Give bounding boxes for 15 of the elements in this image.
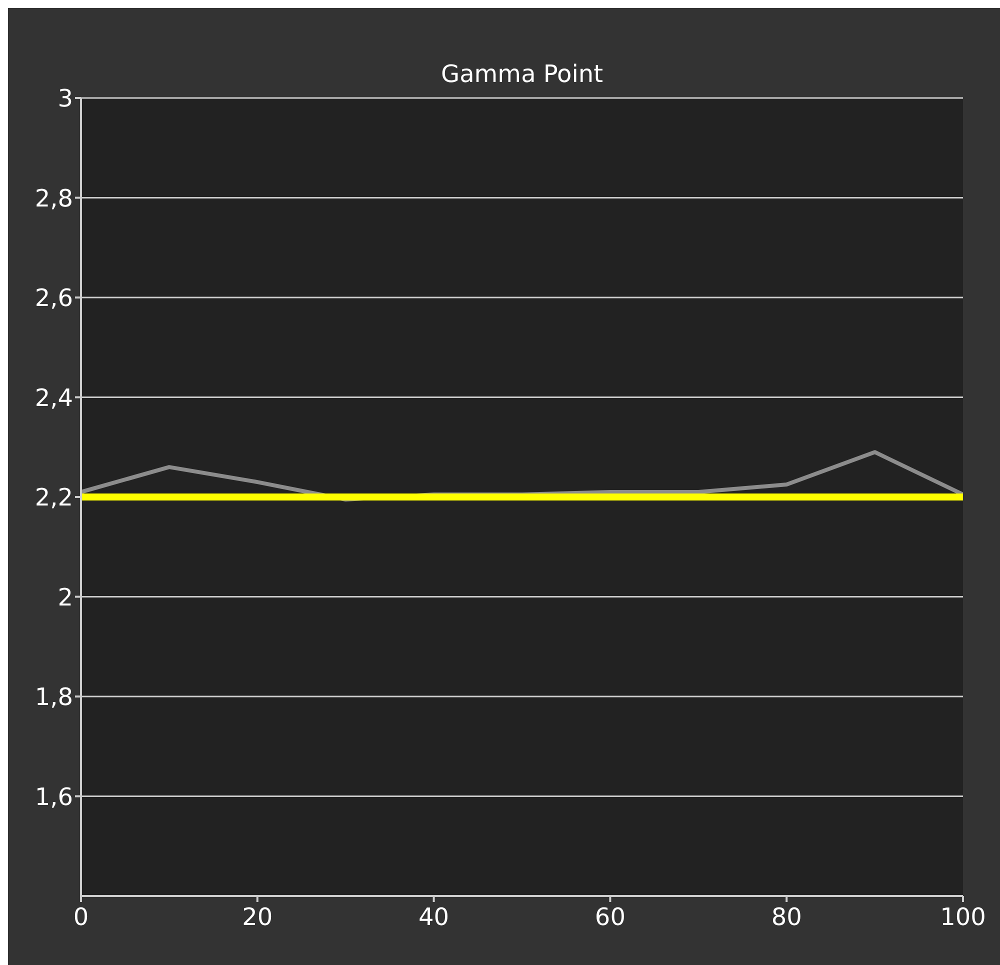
y-tick-label: 2,6 [34,284,73,312]
y-tick-label: 1,8 [34,683,73,712]
y-tick-label: 2,8 [34,184,73,212]
x-tick-label: 40 [418,903,450,932]
y-tick-label: 2,4 [34,384,73,412]
y-tick-label: 3 [58,84,73,113]
y-tick-label: 1,6 [34,782,73,811]
x-tick-label: 100 [940,903,986,932]
chart-title: Gamma Point [440,60,604,88]
x-tick-label: 80 [771,903,802,932]
x-tick-label: 20 [242,903,273,932]
x-tick-label: 60 [594,903,626,932]
x-tick-label: 0 [73,903,89,932]
y-tick-label: 2,2 [34,484,73,512]
y-tick-label: 2 [58,583,73,612]
